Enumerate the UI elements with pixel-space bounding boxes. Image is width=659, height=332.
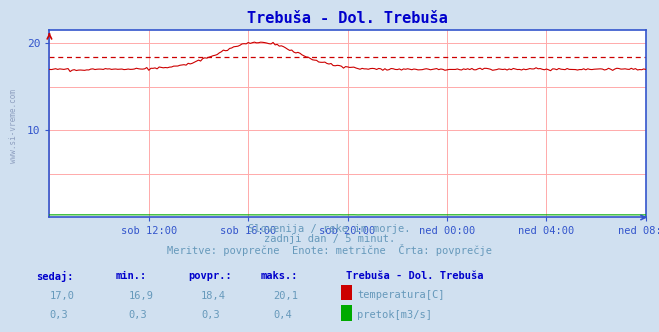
Text: pretok[m3/s]: pretok[m3/s] xyxy=(357,310,432,320)
Text: 18,4: 18,4 xyxy=(201,290,226,300)
Text: Meritve: povprečne  Enote: metrične  Črta: povprečje: Meritve: povprečne Enote: metrične Črta:… xyxy=(167,244,492,256)
Text: Slovenija / reke in morje.: Slovenija / reke in morje. xyxy=(248,224,411,234)
Text: min.:: min.: xyxy=(115,271,146,281)
Text: 17,0: 17,0 xyxy=(49,290,74,300)
Text: Trebuša - Dol. Trebuša: Trebuša - Dol. Trebuša xyxy=(346,271,484,281)
Text: zadnji dan / 5 minut.: zadnji dan / 5 minut. xyxy=(264,234,395,244)
Text: 16,9: 16,9 xyxy=(129,290,154,300)
Text: 20,1: 20,1 xyxy=(273,290,299,300)
Text: 0,3: 0,3 xyxy=(201,310,219,320)
Text: povpr.:: povpr.: xyxy=(188,271,231,281)
Text: www.si-vreme.com: www.si-vreme.com xyxy=(9,89,18,163)
Text: temperatura[C]: temperatura[C] xyxy=(357,290,445,300)
Text: 0,3: 0,3 xyxy=(49,310,68,320)
Title: Trebuša - Dol. Trebuša: Trebuša - Dol. Trebuša xyxy=(247,11,448,26)
Text: maks.:: maks.: xyxy=(260,271,298,281)
Text: 0,4: 0,4 xyxy=(273,310,292,320)
Text: sedaj:: sedaj: xyxy=(36,271,74,282)
Text: 0,3: 0,3 xyxy=(129,310,147,320)
